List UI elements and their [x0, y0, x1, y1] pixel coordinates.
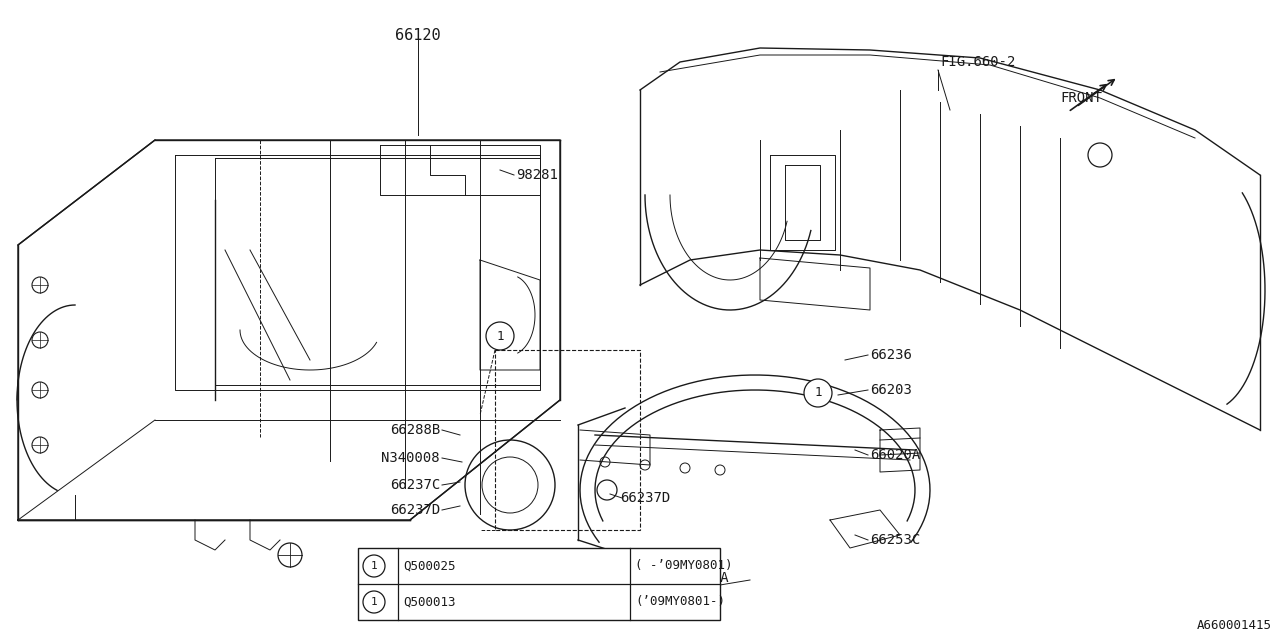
Circle shape: [32, 277, 49, 293]
Circle shape: [483, 457, 538, 513]
Text: FRONT: FRONT: [1060, 91, 1102, 105]
Text: ( -’09MY0801): ( -’09MY0801): [635, 559, 732, 573]
Text: Q500025: Q500025: [403, 559, 456, 573]
Circle shape: [1088, 143, 1112, 167]
Text: A660001415: A660001415: [1197, 619, 1272, 632]
Circle shape: [640, 460, 650, 470]
Text: N340008: N340008: [381, 451, 440, 465]
Text: Q500013: Q500013: [403, 595, 456, 609]
Text: 66236: 66236: [870, 348, 911, 362]
Circle shape: [278, 543, 302, 567]
Bar: [358, 548, 719, 620]
Text: 1: 1: [371, 597, 378, 607]
Text: 66288B: 66288B: [389, 423, 440, 437]
Circle shape: [32, 437, 49, 453]
Circle shape: [364, 591, 385, 613]
Text: 66020A: 66020A: [870, 448, 920, 462]
Text: 66237D: 66237D: [389, 503, 440, 517]
Circle shape: [600, 457, 611, 467]
Text: 1: 1: [814, 387, 822, 399]
Text: 98281: 98281: [516, 168, 558, 182]
Circle shape: [465, 440, 556, 530]
Text: 66237D: 66237D: [620, 491, 671, 505]
Text: 66237C: 66237C: [389, 478, 440, 492]
Circle shape: [32, 382, 49, 398]
Circle shape: [680, 463, 690, 473]
Text: 66226*A: 66226*A: [669, 571, 728, 585]
Bar: [495, 350, 640, 530]
Text: 66203: 66203: [870, 383, 911, 397]
Text: (’09MY0801-): (’09MY0801-): [635, 595, 724, 609]
Text: 1: 1: [371, 561, 378, 571]
Text: 66253C: 66253C: [870, 533, 920, 547]
Circle shape: [716, 465, 724, 475]
Circle shape: [486, 322, 515, 350]
Circle shape: [804, 379, 832, 407]
Text: 66120: 66120: [396, 28, 440, 43]
Text: 1: 1: [497, 330, 504, 342]
Circle shape: [364, 555, 385, 577]
Text: FIG.660-2: FIG.660-2: [940, 55, 1015, 69]
Circle shape: [32, 332, 49, 348]
Circle shape: [596, 480, 617, 500]
